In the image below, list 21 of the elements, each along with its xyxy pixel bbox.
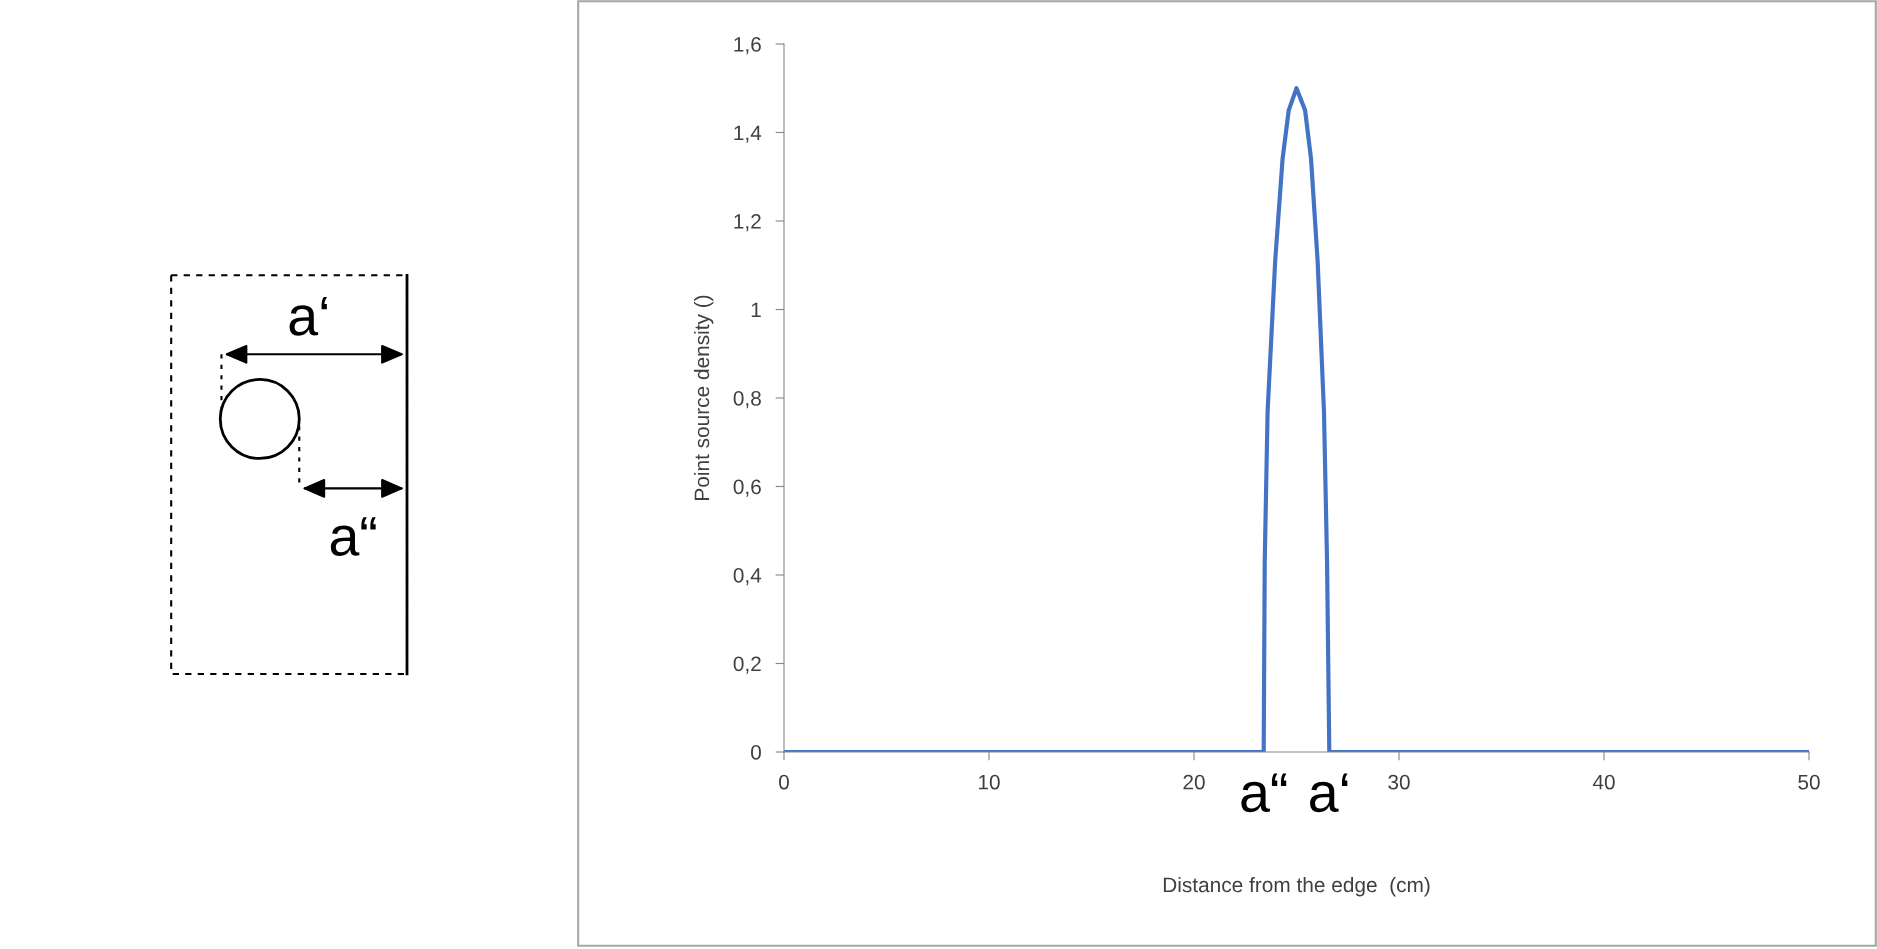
y-tick-label: 1,2 — [734, 214, 761, 232]
y-tick-label: 0,4 — [733, 568, 762, 586]
y-tick-label: 0,8 — [733, 391, 761, 409]
x-tick-label: 10 — [979, 774, 1000, 790]
y-tick-label: 0,2 — [733, 656, 761, 674]
x-tick-label: 20 — [1183, 774, 1205, 790]
x-axis-title: Distance from the edge (cm) — [1163, 876, 1430, 897]
y-axis-title: Point source density () — [693, 295, 714, 500]
y-tick-label: 1,6 — [734, 37, 761, 55]
y-tick-label: 0,6 — [733, 479, 761, 497]
y-tick-label: 1,4 — [734, 125, 762, 143]
x-tick-label: 40 — [1592, 774, 1615, 790]
x-tick-label: 50 — [1798, 774, 1820, 790]
y-tick-label: 0 — [751, 745, 761, 760]
text: a“ — [330, 517, 376, 556]
annotation: a“ — [1241, 773, 1287, 813]
x-tick-label: 0 — [779, 774, 789, 790]
annotation: a‘ — [1310, 773, 1348, 813]
y-tick-label: 1 — [751, 302, 761, 318]
text: a‘ — [289, 296, 328, 336]
x-tick-label: 30 — [1388, 774, 1410, 790]
